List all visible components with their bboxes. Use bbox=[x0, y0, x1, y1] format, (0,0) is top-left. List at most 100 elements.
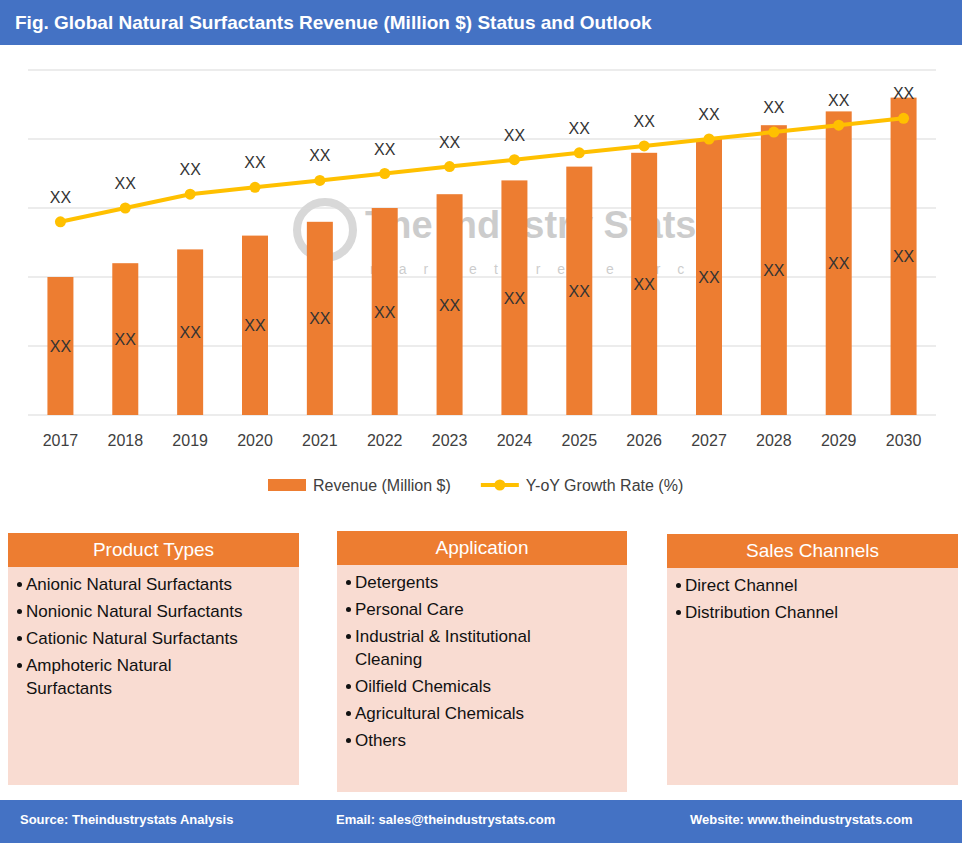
data-label: XX bbox=[633, 276, 655, 293]
grid-line bbox=[28, 277, 936, 278]
data-label: XX bbox=[309, 310, 331, 327]
data-label: XX bbox=[179, 324, 201, 341]
marks bbox=[47, 98, 916, 415]
panel-item-text: Oilfield Chemicals bbox=[355, 677, 491, 696]
line bbox=[60, 118, 903, 222]
data-label: XX bbox=[828, 255, 850, 272]
bullet bbox=[346, 711, 351, 716]
data-label: XX bbox=[115, 331, 137, 348]
panel-item: Personal Care bbox=[337, 598, 581, 621]
panel-item-text: Amphoteric Natural Surfactants bbox=[26, 656, 172, 698]
x-tick-label: 2021 bbox=[302, 432, 338, 449]
x-tick-label: 2023 bbox=[432, 432, 468, 449]
bar bbox=[437, 194, 463, 415]
grid-line bbox=[28, 208, 936, 209]
x-tick-label: 2026 bbox=[626, 432, 662, 449]
x-tick-label: 2019 bbox=[172, 432, 208, 449]
panel-list: Anionic Natural Surfactants Nonionic Natu… bbox=[8, 573, 299, 704]
grid-line bbox=[28, 346, 936, 347]
line-marker bbox=[379, 168, 390, 179]
data-label: XX bbox=[439, 297, 461, 314]
x-tick-label: 2020 bbox=[237, 432, 273, 449]
line-marker bbox=[704, 134, 715, 145]
x-tick-label: 2028 bbox=[756, 432, 792, 449]
bullet bbox=[17, 636, 22, 641]
bar bbox=[112, 263, 138, 415]
grid-line bbox=[28, 139, 936, 140]
data-label: XX bbox=[763, 99, 785, 116]
watermark-subtitle: market research bbox=[370, 261, 726, 277]
panel-title: Sales Channels bbox=[667, 534, 958, 568]
panel-item-text: Others bbox=[355, 731, 406, 750]
line-marker bbox=[509, 154, 520, 165]
line-marker bbox=[55, 216, 66, 227]
panel-title: Application bbox=[337, 531, 627, 565]
title-band bbox=[0, 0, 962, 45]
bar bbox=[826, 111, 852, 415]
panel-item-text: Anionic Natural Surfactants bbox=[26, 575, 232, 594]
bullet bbox=[346, 580, 351, 585]
legend-swatch bbox=[268, 479, 306, 491]
panel-item-text: Distribution Channel bbox=[685, 603, 838, 622]
panel-item: Agricultural Chemicals bbox=[337, 702, 581, 725]
data-label: XX bbox=[893, 248, 915, 265]
bar bbox=[696, 139, 722, 415]
footer-text: Website: www.theindustrystats.com bbox=[690, 800, 913, 840]
x-tick-label: 2024 bbox=[497, 432, 533, 449]
data-label: XX bbox=[115, 175, 137, 192]
bar bbox=[501, 180, 527, 415]
data-label: XX bbox=[763, 262, 785, 279]
bar bbox=[761, 125, 787, 415]
data-label: XX bbox=[50, 338, 72, 355]
bar bbox=[566, 167, 592, 415]
panel-item: Others bbox=[337, 729, 581, 752]
data-label: XX bbox=[179, 161, 201, 178]
bullet bbox=[676, 610, 681, 615]
bullet bbox=[17, 609, 22, 614]
panel-list: Detergents Personal Care Industrial & Inst… bbox=[337, 571, 627, 756]
bullet bbox=[17, 582, 22, 587]
line-marker bbox=[314, 175, 325, 186]
panel-item-text: Cationic Natural Surfactants bbox=[26, 629, 238, 648]
data-label: XX bbox=[50, 189, 72, 206]
x-tick-label: 2018 bbox=[107, 432, 143, 449]
line-marker bbox=[444, 161, 455, 172]
x-tick-label: 2027 bbox=[691, 432, 727, 449]
data-label: XX bbox=[309, 147, 331, 164]
line-marker bbox=[639, 140, 650, 151]
panel-item: Detergents bbox=[337, 571, 581, 594]
x-tick-label: 2025 bbox=[561, 432, 597, 449]
bullet bbox=[17, 663, 22, 668]
data-label: XX bbox=[439, 134, 461, 151]
panel-item-text: Nonionic Natural Surfactants bbox=[26, 602, 242, 621]
bullet bbox=[346, 738, 351, 743]
data-label: XX bbox=[374, 304, 396, 321]
panel: Sales ChannelsDirect ChannelDistribution… bbox=[667, 534, 958, 785]
bar bbox=[242, 236, 268, 415]
x-tick-label: 2029 bbox=[821, 432, 857, 449]
line-marker bbox=[185, 189, 196, 200]
bar bbox=[631, 153, 657, 415]
legend: Revenue (Million $) Y-oY Growth Rate (%) bbox=[268, 477, 683, 494]
data-label: XX bbox=[569, 120, 591, 137]
legend-label: Y-oY Growth Rate (%) bbox=[526, 477, 683, 494]
panel-item-text: Personal Care bbox=[355, 600, 464, 619]
bullet bbox=[346, 684, 351, 689]
bullet bbox=[346, 607, 351, 612]
line-marker bbox=[250, 182, 261, 193]
line-marker bbox=[833, 120, 844, 131]
grid-line bbox=[28, 70, 936, 71]
data-label: XX bbox=[698, 106, 720, 123]
panel-item-text: Agricultural Chemicals bbox=[355, 704, 524, 723]
bar bbox=[891, 98, 917, 415]
panel-title: Product Types bbox=[8, 533, 299, 567]
footer: Source: Theindustrystats AnalysisEmail: … bbox=[0, 800, 962, 843]
panel-item: Amphoteric Natural Surfactants bbox=[8, 654, 252, 700]
footer-text: Source: Theindustrystats Analysis bbox=[20, 800, 233, 840]
panel-item-text: Detergents bbox=[355, 573, 438, 592]
legend-label: Revenue (Million $) bbox=[313, 477, 451, 494]
panel-item-text: Industrial & Institutional Cleaning bbox=[355, 627, 531, 669]
panel-item: Nonionic Natural Surfactants bbox=[8, 600, 252, 623]
data-label: XX bbox=[244, 317, 266, 334]
panel-item: Industrial & Institutional Cleaning bbox=[337, 625, 581, 671]
